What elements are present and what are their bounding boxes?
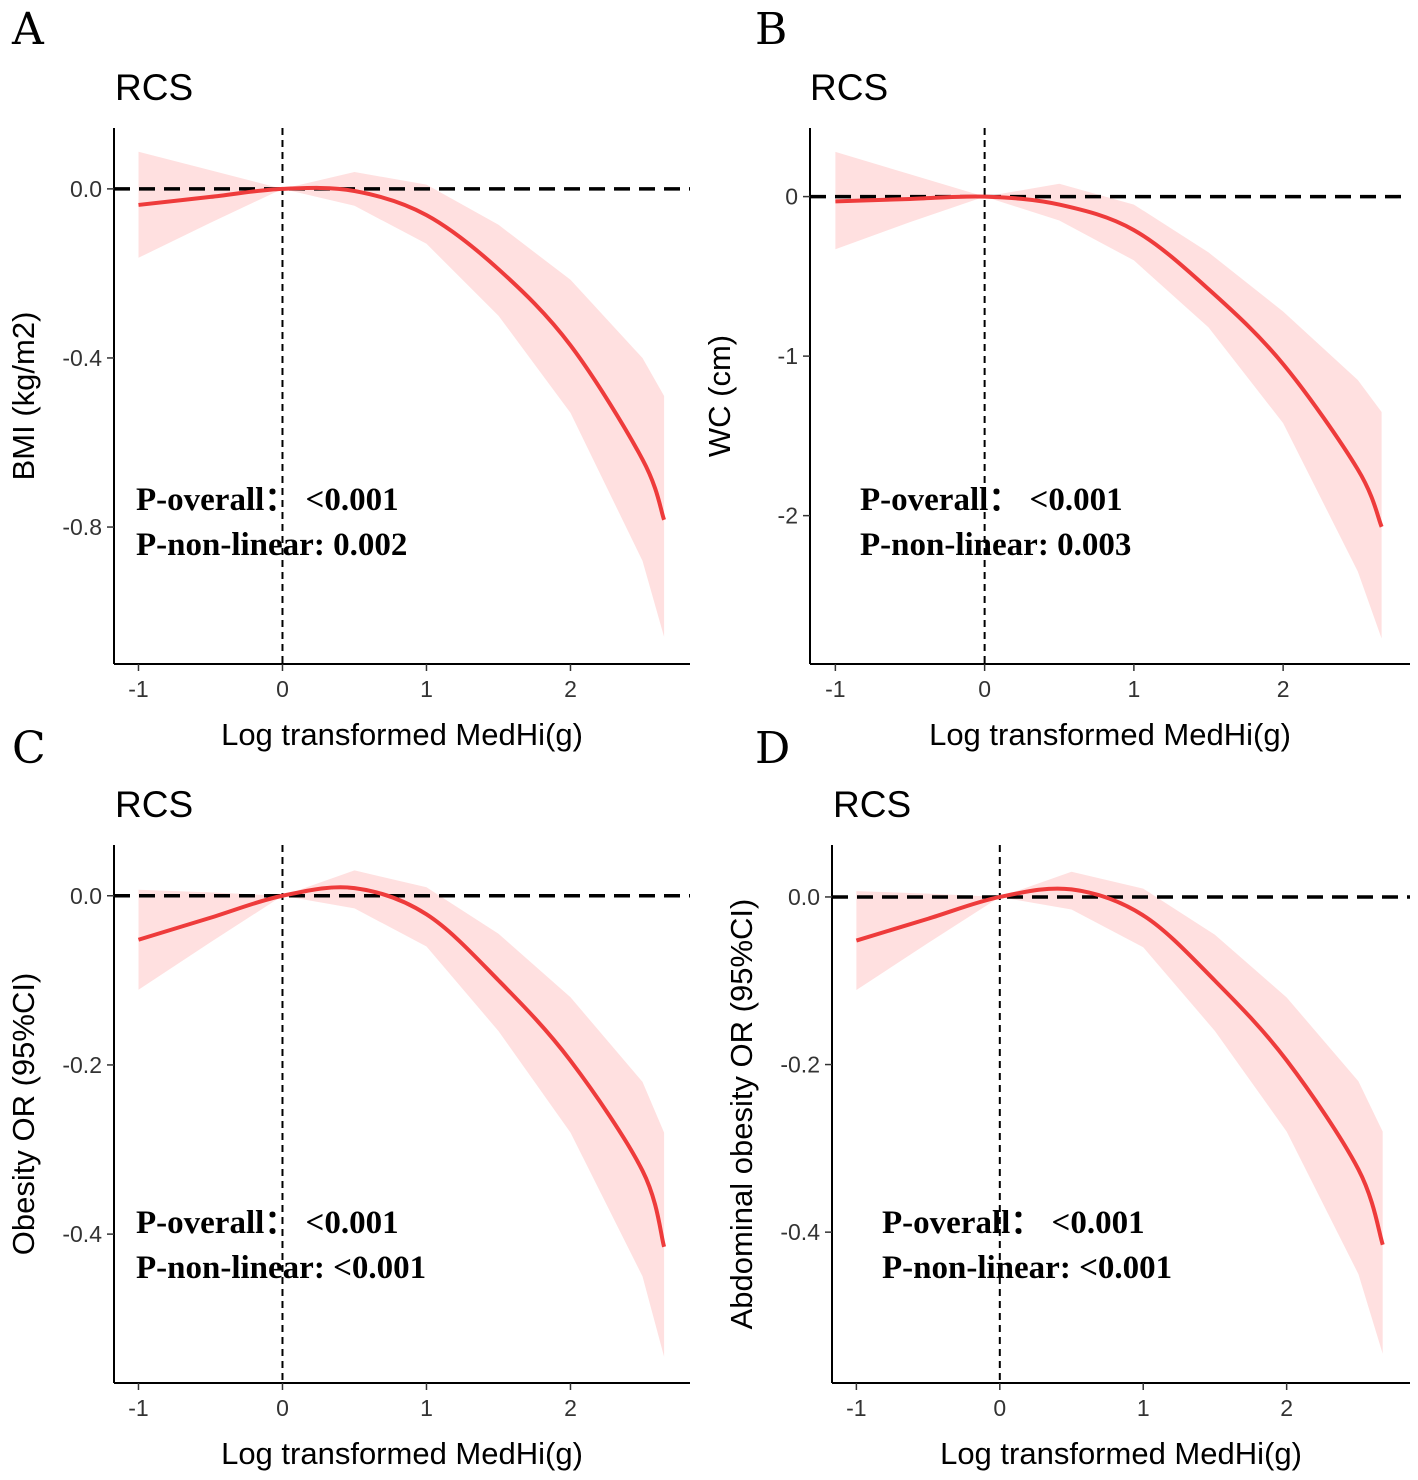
y-tick-label: 0.0 (788, 884, 820, 910)
panel-b: B RCS -1 0 1 2 0 -1 -2 Log transformed MedHi(g) WC… (702, 4, 1410, 752)
panel-d: D RCS -1 0 1 2 0.0 -0.2 -0.4 Log transformed MedH… (724, 723, 1410, 1471)
y-tick-label: -0.8 (62, 514, 102, 540)
y-axis-label: WC (cm) (702, 335, 737, 457)
panel-title: RCS (115, 67, 193, 108)
y-axis-label: BMI (kg/m2) (6, 312, 41, 481)
y-tick-label: -0.2 (780, 1052, 820, 1078)
x-tick-label: -1 (825, 676, 845, 702)
y-tick-label: 0.0 (70, 176, 102, 202)
x-tick-label: 0 (993, 1395, 1006, 1421)
x-tick-label: 1 (1137, 1395, 1150, 1421)
x-axis-label: Log transformed MedHi(g) (940, 1436, 1302, 1471)
estimate-curve (137, 885, 667, 1248)
x-tick-label: 1 (420, 1395, 433, 1421)
x-tick-label: 0 (276, 1395, 289, 1421)
x-tick-label: 2 (1280, 1395, 1293, 1421)
x-tick-label: 0 (978, 676, 991, 702)
p-nonlinear-annotation: P-non-linear: 0.003 (860, 527, 1131, 563)
x-tick-label: 2 (1277, 676, 1290, 702)
panel-label: D (755, 723, 790, 774)
panel-label: A (11, 4, 45, 55)
x-tick-label: 1 (1127, 676, 1140, 702)
y-tick-label: -0.4 (62, 1221, 102, 1247)
ci-band (835, 151, 1382, 639)
y-tick-label: -0.4 (780, 1219, 820, 1245)
panel-label: B (755, 4, 787, 55)
x-axis-label: Log transformed MedHi(g) (221, 717, 583, 752)
p-overall-annotation: P-overall： <0.001 (882, 1205, 1145, 1241)
p-nonlinear-annotation: P-non-linear: 0.002 (136, 527, 407, 563)
panel-title: RCS (810, 67, 888, 108)
p-overall-annotation: P-overall： <0.001 (860, 482, 1123, 518)
panel-a: A RCS -1 0 1 2 0.0 -0.4 -0.8 Log transformed MedH… (6, 4, 690, 752)
x-tick-label: -1 (128, 676, 148, 702)
y-axis-label: Obesity OR (95%CI) (6, 973, 41, 1256)
ci-band (138, 870, 665, 1357)
y-tick-label: -2 (778, 503, 798, 529)
ci-band (138, 151, 665, 637)
estimate-curve (855, 886, 1385, 1246)
p-overall-annotation: P-overall： <0.001 (136, 1205, 399, 1241)
y-tick-label: 0 (785, 184, 798, 210)
x-axis-label: Log transformed MedHi(g) (221, 1436, 583, 1471)
ci-band (856, 871, 1383, 1354)
y-tick-label: -1 (778, 343, 798, 369)
x-tick-label: 2 (564, 676, 577, 702)
x-tick-label: -1 (846, 1395, 866, 1421)
y-axis-label: Abdominal obesity OR (95%CI) (724, 899, 759, 1330)
estimate-curve (138, 185, 666, 521)
x-tick-label: 2 (564, 1395, 577, 1421)
p-overall-annotation: P-overall： <0.001 (136, 482, 399, 518)
p-nonlinear-annotation: P-non-linear: <0.001 (136, 1250, 426, 1286)
x-tick-label: 0 (276, 676, 289, 702)
x-tick-label: 1 (420, 676, 433, 702)
panel-c: C RCS -1 0 1 2 0.0 -0.2 -0.4 Log transformed MedH… (6, 723, 690, 1471)
y-tick-label: -0.2 (62, 1052, 102, 1078)
panel-label: C (12, 723, 46, 774)
y-tick-label: 0.0 (70, 883, 102, 909)
x-axis-label: Log transformed MedHi(g) (929, 717, 1291, 752)
p-nonlinear-annotation: P-non-linear: <0.001 (882, 1250, 1172, 1286)
estimate-curve (835, 194, 1384, 528)
panel-title: RCS (115, 784, 193, 825)
panel-title: RCS (833, 784, 911, 825)
y-tick-label: -0.4 (62, 345, 102, 371)
x-tick-label: -1 (128, 1395, 148, 1421)
